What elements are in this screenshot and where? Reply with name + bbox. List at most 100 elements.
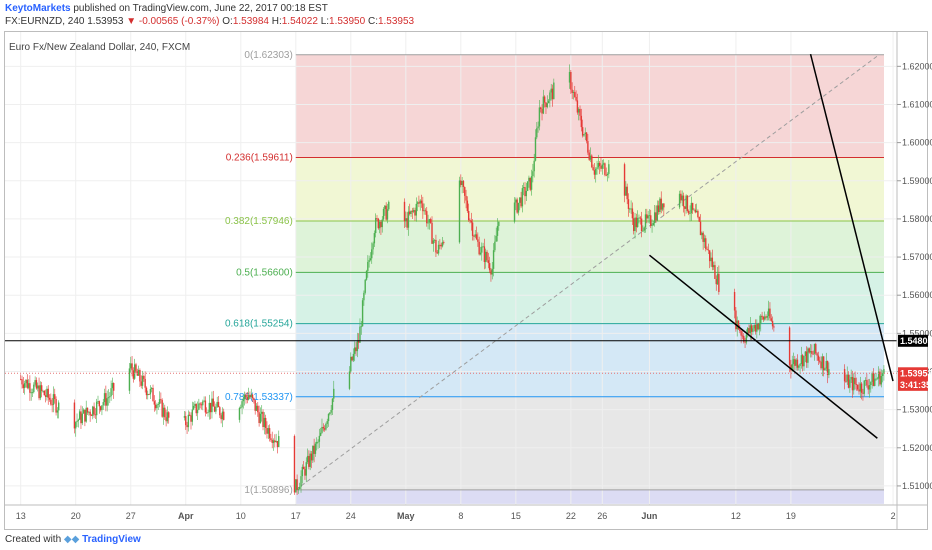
candle-body — [331, 398, 334, 410]
candle-body — [625, 186, 627, 196]
candle-body — [195, 403, 197, 414]
candle-body — [533, 160, 535, 172]
candle-body — [242, 399, 245, 402]
candle-body — [606, 173, 609, 176]
high-label: H: — [271, 16, 282, 27]
candle-body — [767, 308, 770, 317]
candle-body — [151, 387, 153, 389]
candle-body — [113, 383, 115, 391]
candle-body — [706, 248, 708, 250]
price-chart[interactable]: 0(1.62303) 0.236(1.59611) 0.382(1.57946) 0.… — [0, 0, 932, 530]
candle-body — [330, 409, 332, 413]
candle-body — [876, 378, 879, 380]
candle-body — [50, 399, 52, 405]
candle-body — [470, 220, 473, 223]
candle-body — [875, 378, 877, 380]
time-tick-label: 24 — [346, 511, 356, 521]
candle-body — [600, 165, 602, 169]
candle-body — [588, 152, 590, 160]
candle-body — [701, 232, 703, 236]
candle-body — [186, 425, 188, 428]
candle-body — [593, 170, 596, 175]
candle-body — [76, 420, 78, 423]
candle-body — [680, 193, 682, 201]
candle-body — [866, 380, 868, 386]
publisher-link[interactable]: KeytoMarkets — [5, 3, 71, 14]
candle-body — [80, 411, 82, 424]
candle-body — [467, 210, 470, 221]
candle-body — [213, 406, 216, 412]
candle-body — [547, 100, 550, 104]
price-tick-label: 1.57000 — [902, 252, 932, 262]
candle-body — [745, 334, 748, 343]
candle-body — [596, 167, 598, 169]
candle-body — [695, 210, 698, 213]
candle-body — [855, 384, 858, 385]
candle-body — [517, 202, 520, 213]
candle-body — [883, 369, 885, 374]
candle-body — [316, 441, 318, 444]
candle-body — [847, 374, 850, 388]
candle-body — [587, 141, 589, 153]
candle-body — [165, 417, 167, 422]
fib-zone — [295, 272, 884, 324]
candle-body — [458, 180, 461, 243]
time-tick-label: May — [397, 511, 415, 521]
candle-body — [133, 364, 136, 379]
candle-body — [78, 411, 81, 420]
price-tick-label: 1.62000 — [902, 61, 932, 71]
candle-body — [494, 241, 496, 251]
candle-body — [718, 273, 720, 292]
fib-level-label: 0.382(1.57946) — [225, 216, 293, 227]
candle-body — [638, 217, 640, 219]
candle-body — [812, 353, 814, 355]
open-label: O: — [222, 16, 233, 27]
candle-body — [515, 199, 517, 203]
candle-body — [185, 416, 187, 426]
candle-body — [200, 404, 203, 406]
fib-level-label: 0.618(1.55254) — [225, 319, 293, 330]
candle-body — [409, 211, 411, 214]
candle-body — [630, 208, 632, 210]
candle-body — [488, 263, 491, 271]
price-tick-label: 1.51000 — [902, 481, 932, 491]
price-tick-label: 1.56000 — [902, 290, 932, 300]
candle-body — [380, 221, 382, 228]
candle-body — [825, 361, 827, 369]
tradingview-brand[interactable]: TradingView — [82, 534, 141, 545]
candle-body — [95, 401, 98, 416]
candle-body — [485, 251, 487, 262]
candle-body — [492, 250, 495, 269]
candle-body — [81, 413, 83, 424]
candle-body — [128, 368, 131, 391]
candle-body — [199, 403, 201, 405]
candle-body — [595, 168, 597, 175]
close-value: 1.53953 — [377, 16, 415, 27]
grid-lines — [5, 32, 897, 505]
candle-body — [850, 377, 852, 380]
candle-body — [263, 417, 266, 428]
candle-body — [760, 315, 762, 324]
candle-body — [519, 197, 521, 203]
candle-body — [813, 343, 816, 354]
candle-body — [482, 246, 484, 248]
candle-body — [817, 355, 820, 361]
candle-body — [196, 409, 199, 414]
candle-body — [684, 206, 686, 209]
candle-body — [202, 401, 204, 406]
candle-body — [712, 265, 715, 268]
candle-body — [636, 217, 639, 228]
symbol-label[interactable]: FX:EURNZD, 240 — [5, 16, 85, 27]
candle-body — [498, 221, 500, 226]
candle-body — [90, 415, 93, 417]
candle-body — [143, 375, 145, 379]
candle-body — [428, 219, 431, 223]
candle-body — [191, 409, 194, 422]
candle-body — [808, 348, 810, 353]
candle-body — [54, 394, 56, 400]
candle-body — [698, 216, 700, 222]
candle-body — [257, 405, 259, 413]
candle-body — [82, 409, 85, 414]
candle-body — [157, 404, 159, 405]
candle-body — [276, 440, 279, 448]
